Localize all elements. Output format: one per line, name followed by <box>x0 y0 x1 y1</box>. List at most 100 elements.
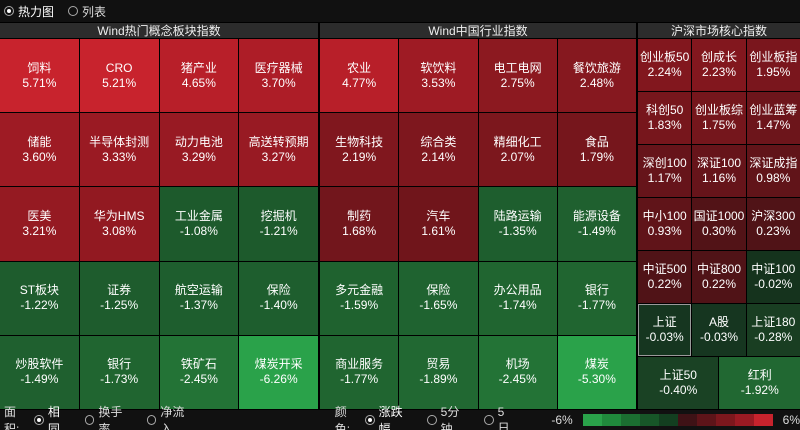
tile-change: -1.77% <box>577 298 616 313</box>
tile-name: 高送转预期 <box>248 134 309 149</box>
panel-title: 沪深市场核心指数 <box>638 23 800 39</box>
heatmap-tile[interactable]: 电工电网 2.75% <box>478 39 557 113</box>
tile-name: 银行 <box>584 283 609 298</box>
view-list-radio[interactable]: 列表 <box>68 3 106 20</box>
tile-change: -1.89% <box>419 372 458 387</box>
tile-change: 1.83% <box>647 118 682 132</box>
tile-name: 办公用品 <box>493 283 542 298</box>
tile-name: 炒股软件 <box>15 357 64 372</box>
color-5day-radio[interactable]: 5日 <box>483 405 515 430</box>
heatmap-tile[interactable]: 深创100 1.17% <box>638 145 692 197</box>
heatmap-tile[interactable]: 陆路运输 -1.35% <box>478 187 557 261</box>
heatmap-tile[interactable]: 保险 -1.40% <box>239 261 318 335</box>
heatmap-tile[interactable]: 半导体封测 3.33% <box>79 113 159 187</box>
tile-change: 3.70% <box>261 75 296 90</box>
radio-selected-icon <box>4 6 14 16</box>
view-list-label: 列表 <box>82 4 107 19</box>
heatmap-tile[interactable]: 猪产业 4.65% <box>159 39 239 113</box>
heatmap-tile[interactable]: 中证500 0.22% <box>638 251 692 303</box>
color-5min-label: 5分钟 <box>440 405 460 430</box>
heatmap-tile[interactable]: 汽车 1.61% <box>399 187 478 261</box>
heatmap-tile[interactable]: ST板块 -1.22% <box>0 261 79 335</box>
heatmap-tile[interactable]: 银行 -1.73% <box>79 335 159 409</box>
heatmap-tile[interactable]: 中证800 0.22% <box>692 251 746 303</box>
heatmap-tile[interactable]: 国证1000 0.30% <box>692 198 746 250</box>
heatmap-tile[interactable]: 创业板指 1.95% <box>746 39 800 91</box>
heatmap-tile[interactable]: 深证100 1.16% <box>692 145 746 197</box>
heatmap-tile[interactable]: 上证180 -0.28% <box>746 304 800 356</box>
heatmap-tile[interactable]: 铁矿石 -2.45% <box>159 335 239 409</box>
heatmap-tile[interactable]: 沪深300 0.23% <box>746 198 800 250</box>
tile-name: 深证成指 <box>749 156 798 170</box>
heatmap-tile[interactable]: 工业金属 -1.08% <box>159 187 239 261</box>
heatmap-tile[interactable]: 综合类 2.14% <box>399 113 478 187</box>
heatmap-tile[interactable]: 多元金融 -1.59% <box>320 261 399 335</box>
heatmap-tile[interactable]: 航空运输 -1.37% <box>159 261 239 335</box>
heatmap-tile[interactable]: 中小100 0.93% <box>638 198 692 250</box>
heatmap-tile[interactable]: 上证 -0.03% <box>638 304 692 356</box>
heatmap-tile[interactable]: 贸易 -1.89% <box>399 335 478 409</box>
heatmap-tile[interactable]: 创业板50 2.24% <box>638 39 692 91</box>
tile-change: -1.40% <box>259 298 298 313</box>
heatmap-tile[interactable]: 创业板综 1.75% <box>692 92 746 144</box>
heatmap-tile[interactable]: 深证成指 0.98% <box>746 145 800 197</box>
heatmap-tile[interactable]: 中证100 -0.02% <box>746 251 800 303</box>
tile-name: CRO <box>105 60 133 75</box>
heatmap-tile[interactable]: 挖掘机 -1.21% <box>239 187 318 261</box>
heatmap-tile[interactable]: 商业服务 -1.77% <box>320 335 399 409</box>
heatmap-tile[interactable]: 保险 -1.65% <box>399 261 478 335</box>
heatmap-tile[interactable]: 制药 1.68% <box>320 187 399 261</box>
heatmap-tile[interactable]: 华为HMS 3.08% <box>79 187 159 261</box>
heatmap-tile[interactable]: 证券 -1.25% <box>79 261 159 335</box>
heatmap-grid: 创业板50 2.24% 创成长 2.23% 创业板指 1.95% 科创50 1.83% 创业板综… <box>638 39 800 409</box>
heatmap-tile[interactable]: 办公用品 -1.74% <box>478 261 557 335</box>
panel-title: Wind中国行业指数 <box>320 23 636 39</box>
heatmap-tile[interactable]: 创成长 2.23% <box>692 39 746 91</box>
tile-name: 创成长 <box>700 50 737 64</box>
heatmap-tile[interactable]: 储能 3.60% <box>0 113 79 187</box>
tile-change: -0.02% <box>754 277 793 291</box>
tile-change: 1.95% <box>756 65 791 79</box>
heatmap-tile[interactable]: 动力电池 3.29% <box>159 113 239 187</box>
tile-name: 储能 <box>27 134 52 149</box>
area-turnover-radio[interactable]: 换手率 <box>84 403 133 430</box>
view-heatmap-radio[interactable]: 热力图 <box>4 3 54 20</box>
color-change-radio[interactable]: 涨跌幅 <box>365 403 413 430</box>
heatmap-tile[interactable]: 炒股软件 -1.49% <box>0 335 79 409</box>
heatmap-tile[interactable]: 煤炭开采 -6.26% <box>239 335 318 409</box>
heatmap-tile[interactable]: 医美 3.21% <box>0 187 79 261</box>
heatmap-tile[interactable]: 银行 -1.77% <box>557 261 636 335</box>
area-same-radio[interactable]: 相同 <box>34 403 71 430</box>
heatmap-tile[interactable]: 医疗器械 3.70% <box>239 39 318 113</box>
heatmap-tile[interactable]: 生物科技 2.19% <box>320 113 399 187</box>
heatmap-tile[interactable]: A股 -0.03% <box>692 304 746 356</box>
heatmap-tile[interactable]: 机场 -2.45% <box>478 335 557 409</box>
heatmap-tile[interactable]: 农业 4.77% <box>320 39 399 113</box>
heatmap-tile[interactable]: 饲料 5.71% <box>0 39 79 113</box>
heatmap-tile[interactable]: 红利 -1.92% <box>719 357 800 409</box>
tile-name: 精细化工 <box>493 134 542 149</box>
heatmap-tile[interactable]: 煤炭 -5.30% <box>557 335 636 409</box>
heatmap-tile[interactable]: 科创50 1.83% <box>638 92 692 144</box>
heatmap-tile[interactable]: 上证50 -0.40% <box>638 357 719 409</box>
heatmap-tile[interactable]: 软饮料 3.53% <box>399 39 478 113</box>
tile-name: 汽车 <box>426 208 451 223</box>
area-netflow-radio[interactable]: 净流入 <box>146 403 195 430</box>
heatmap-tile[interactable]: 食品 1.79% <box>557 113 636 187</box>
color-5min-radio[interactable]: 5分钟 <box>427 403 470 430</box>
heatmap-tile[interactable]: 高送转预期 3.27% <box>239 113 318 187</box>
tile-change: 2.23% <box>701 65 736 79</box>
tile-name: 猪产业 <box>180 60 217 75</box>
heatmap-tile[interactable]: CRO 5.21% <box>79 39 159 113</box>
tile-change: 2.07% <box>500 149 535 164</box>
heatmap-tile[interactable]: 精细化工 2.07% <box>478 113 557 187</box>
tile-change: -1.65% <box>419 298 458 313</box>
view-heatmap-label: 热力图 <box>18 4 55 19</box>
tile-name: 中证500 <box>642 262 687 276</box>
tile-name: 中小100 <box>642 209 687 223</box>
panel-core-indices: 沪深市场核心指数 创业板50 2.24% 创成长 2.23% 创业板指 1.95% 科创50… <box>638 23 800 409</box>
heatmap-tile[interactable]: 餐饮旅游 2.48% <box>557 39 636 113</box>
heatmap-tile[interactable]: 能源设备 -1.49% <box>557 187 636 261</box>
heatmap-tile[interactable]: 创业蓝筹 1.47% <box>746 92 800 144</box>
tile-name: 半导体封测 <box>89 134 150 149</box>
